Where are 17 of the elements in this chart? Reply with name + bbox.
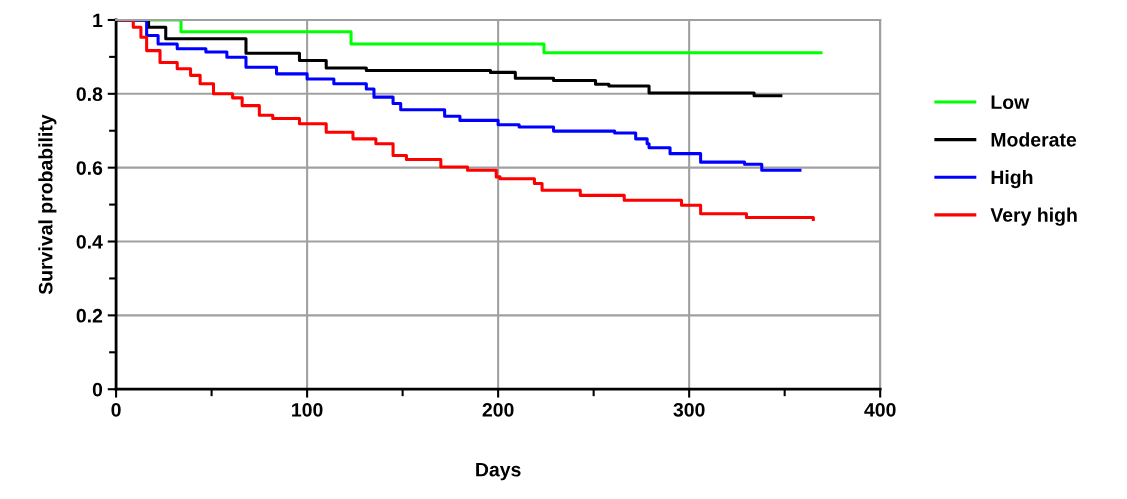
legend-label: Low bbox=[991, 95, 1030, 110]
x-tick-label: 100 bbox=[292, 402, 323, 417]
x-tick-label: 200 bbox=[482, 402, 514, 417]
legend-label: High bbox=[991, 169, 1033, 189]
x-tick-label: 300 bbox=[673, 402, 705, 417]
y-tick-label: 0.8 bbox=[76, 87, 103, 102]
y-tick-label: 0 bbox=[92, 382, 103, 397]
y-tick-label: 0.2 bbox=[76, 308, 103, 323]
y-axis-title: Survival probability bbox=[38, 114, 57, 295]
x-axis-title: Days bbox=[476, 462, 521, 481]
x-tick-label: 0 bbox=[111, 402, 121, 417]
x-tick-label: 400 bbox=[864, 402, 896, 417]
legend-label: Moderate bbox=[991, 132, 1077, 147]
y-tick-label: 0.6 bbox=[76, 161, 103, 175]
y-tick-label: 1 bbox=[93, 13, 103, 28]
y-tick-label: 0.4 bbox=[76, 234, 103, 249]
legend-label: Very high bbox=[990, 207, 1077, 226]
